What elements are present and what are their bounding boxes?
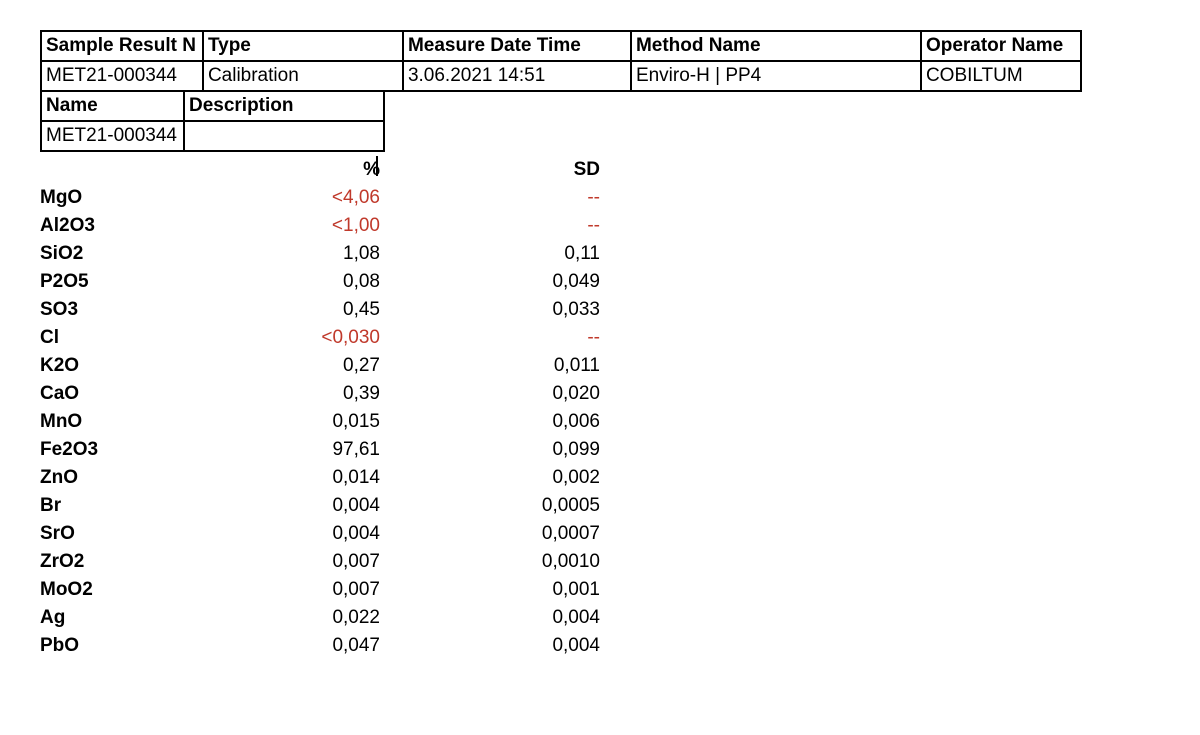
compound-label: PbO — [40, 632, 200, 660]
hdr-method-name: Method Name — [631, 31, 921, 61]
hdr-description: Description — [184, 91, 384, 121]
compound-label: MgO — [40, 184, 200, 212]
meta-table-2: Name Description MET21-000344 — [40, 90, 385, 152]
percent-value: 0,08 — [200, 268, 380, 296]
divider-stub — [376, 156, 378, 176]
sd-value: 0,020 — [380, 380, 600, 408]
val-operator-name: COBILTUM — [921, 61, 1081, 91]
results-row: K2O0,270,011 — [40, 352, 600, 380]
val-method-name: Enviro-H | PP4 — [631, 61, 921, 91]
results-row: Cl<0,030-- — [40, 324, 600, 352]
results-row: SiO21,080,11 — [40, 240, 600, 268]
results-row: Br0,0040,0005 — [40, 492, 600, 520]
percent-value: 0,004 — [200, 492, 380, 520]
hdr-name: Name — [41, 91, 184, 121]
results-row: MoO20,0070,001 — [40, 576, 600, 604]
report-page: Sample Result N Type Measure Date Time M… — [0, 0, 1200, 735]
results-row: MnO0,0150,006 — [40, 408, 600, 436]
val-name: MET21-000344 — [41, 121, 184, 151]
percent-value: <0,030 — [200, 324, 380, 352]
results-row: ZnO0,0140,002 — [40, 464, 600, 492]
results-table: % SD MgO<4,06--Al2O3<1,00--SiO21,080,11P… — [40, 156, 600, 660]
compound-label: Br — [40, 492, 200, 520]
compound-label: Ag — [40, 604, 200, 632]
compound-label: Al2O3 — [40, 212, 200, 240]
sd-value: 0,004 — [380, 604, 600, 632]
val-measure-date-time: 3.06.2021 14:51 — [403, 61, 631, 91]
sd-value: -- — [380, 212, 600, 240]
compound-label: SiO2 — [40, 240, 200, 268]
sd-value: -- — [380, 184, 600, 212]
percent-value: 0,27 — [200, 352, 380, 380]
hdr-compound — [40, 156, 200, 184]
sd-value: 0,001 — [380, 576, 600, 604]
sd-value: 0,0010 — [380, 548, 600, 576]
results-row: P2O50,080,049 — [40, 268, 600, 296]
compound-label: Cl — [40, 324, 200, 352]
percent-value: 0,007 — [200, 548, 380, 576]
results-row: ZrO20,0070,0010 — [40, 548, 600, 576]
percent-value: 97,61 — [200, 436, 380, 464]
sd-value: 0,004 — [380, 632, 600, 660]
percent-value: 0,007 — [200, 576, 380, 604]
val-description — [184, 121, 384, 151]
percent-value: 0,39 — [200, 380, 380, 408]
results-region: % SD MgO<4,06--Al2O3<1,00--SiO21,080,11P… — [40, 156, 600, 660]
percent-value: 1,08 — [200, 240, 380, 268]
sd-value: 0,0007 — [380, 520, 600, 548]
results-row: Ag0,0220,004 — [40, 604, 600, 632]
sd-value: -- — [380, 324, 600, 352]
hdr-operator-name: Operator Name — [921, 31, 1081, 61]
compound-label: SrO — [40, 520, 200, 548]
val-type: Calibration — [203, 61, 403, 91]
sd-value: 0,011 — [380, 352, 600, 380]
compound-label: MnO — [40, 408, 200, 436]
compound-label: ZnO — [40, 464, 200, 492]
compound-label: K2O — [40, 352, 200, 380]
compound-label: ZrO2 — [40, 548, 200, 576]
compound-label: Fe2O3 — [40, 436, 200, 464]
compound-label: CaO — [40, 380, 200, 408]
sd-value: 0,033 — [380, 296, 600, 324]
results-row: Fe2O397,610,099 — [40, 436, 600, 464]
percent-value: 0,014 — [200, 464, 380, 492]
percent-value: 0,022 — [200, 604, 380, 632]
sd-value: 0,002 — [380, 464, 600, 492]
sd-value: 0,099 — [380, 436, 600, 464]
sd-value: 0,11 — [380, 240, 600, 268]
percent-value: <1,00 — [200, 212, 380, 240]
results-row: SO30,450,033 — [40, 296, 600, 324]
val-sample-result: MET21-000344 — [41, 61, 203, 91]
sd-value: 0,0005 — [380, 492, 600, 520]
results-row: SrO0,0040,0007 — [40, 520, 600, 548]
hdr-sample-result: Sample Result N — [41, 31, 203, 61]
hdr-percent: % — [200, 156, 380, 184]
results-row: MgO<4,06-- — [40, 184, 600, 212]
percent-value: <4,06 — [200, 184, 380, 212]
results-row: PbO0,0470,004 — [40, 632, 600, 660]
percent-value: 0,047 — [200, 632, 380, 660]
hdr-sd: SD — [380, 156, 600, 184]
sd-value: 0,006 — [380, 408, 600, 436]
results-row: CaO0,390,020 — [40, 380, 600, 408]
sd-value: 0,049 — [380, 268, 600, 296]
compound-label: MoO2 — [40, 576, 200, 604]
compound-label: SO3 — [40, 296, 200, 324]
hdr-type: Type — [203, 31, 403, 61]
compound-label: P2O5 — [40, 268, 200, 296]
results-row: Al2O3<1,00-- — [40, 212, 600, 240]
percent-value: 0,015 — [200, 408, 380, 436]
hdr-measure-date-time: Measure Date Time — [403, 31, 631, 61]
percent-value: 0,45 — [200, 296, 380, 324]
meta-table-1: Sample Result N Type Measure Date Time M… — [40, 30, 1082, 92]
percent-value: 0,004 — [200, 520, 380, 548]
